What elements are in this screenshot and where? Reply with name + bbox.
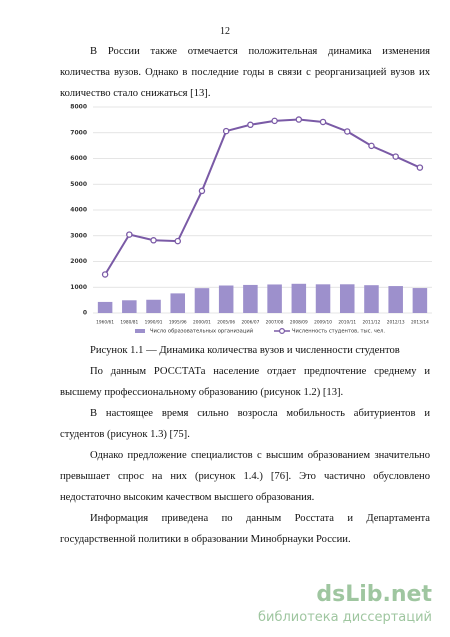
chart: 0 1000 2000 3000 4000 5000 6000 7000 8000 1960/61…: [70, 104, 432, 335]
line-marker: [319, 118, 327, 126]
line-marker: [174, 237, 182, 245]
line-marker: [126, 231, 133, 238]
line-marker: [368, 142, 375, 150]
line-marker: [343, 128, 351, 135]
paragraph: Однако предложение специалистов с высшим…: [60, 450, 430, 503]
x-tick-label: 2006/07: [241, 320, 259, 326]
legend-swatch: [279, 328, 286, 335]
bar: [122, 300, 137, 313]
paragraph: В настоящее время сильно возросла мобиль…: [60, 408, 430, 440]
paragraph: В России также отмечается положительная …: [60, 46, 430, 99]
legend-label: Численность студентов, тыс. чел.: [292, 329, 385, 335]
bar: [315, 284, 331, 313]
line-marker: [295, 116, 303, 123]
bar: [291, 283, 307, 313]
line-marker: [271, 117, 278, 125]
y-tick-label: 1000: [70, 284, 87, 291]
bar: [388, 286, 403, 313]
y-tick-label: 8000: [70, 104, 87, 111]
x-tick-label: 1960/61: [96, 320, 114, 326]
bar: [267, 284, 282, 313]
y-tick-label: 5000: [70, 181, 87, 188]
legend-label: Число образовательных организаций: [150, 328, 253, 335]
y-tick-label: 0: [83, 310, 87, 317]
bar: [243, 284, 258, 313]
line-marker: [392, 153, 399, 160]
x-tick-label: 2005/06: [217, 320, 235, 326]
line-marker: [247, 121, 254, 129]
x-tick-label: 2007/08: [266, 320, 284, 326]
line-marker: [198, 187, 206, 195]
line-marker: [101, 271, 109, 278]
x-tick-label: 1990/91: [145, 320, 163, 326]
line-marker: [416, 164, 424, 171]
x-tick-label: 2009/10: [314, 320, 332, 326]
line: [104, 118, 421, 275]
bar: [97, 301, 113, 313]
x-tick-label: 2013/14: [411, 320, 429, 326]
y-tick-label: 7000: [70, 129, 87, 136]
bar: [364, 285, 379, 313]
paragraph: Информация приведена по данным Росстата …: [60, 513, 430, 545]
figure-caption: Рисунок 1.1 — Динамика количества вузов …: [90, 345, 400, 356]
x-tick-label: 1980/81: [120, 320, 138, 326]
watermark-subtitle: библиотека диссертаций: [258, 610, 432, 625]
y-tick-label: 6000: [70, 155, 87, 162]
line-marker: [222, 127, 230, 135]
bar: [412, 288, 428, 313]
x-tick-label: 2010/11: [338, 320, 356, 326]
bar: [170, 293, 186, 313]
watermark-logo: dsLib.net: [316, 582, 432, 607]
bar: [146, 299, 161, 313]
legend-swatch: [135, 329, 145, 333]
x-tick-label: 1995/96: [169, 320, 187, 326]
bar: [218, 285, 234, 313]
x-tick-label: 2008/09: [290, 320, 308, 326]
y-tick-label: 3000: [70, 232, 87, 239]
y-tick-label: 4000: [70, 207, 87, 214]
x-tick-label: 2012/13: [387, 320, 405, 326]
y-tick-label: 2000: [70, 258, 87, 265]
paragraph: По данным РОССТАТа население отдает пред…: [60, 366, 430, 398]
line-marker: [150, 237, 157, 244]
bar: [339, 284, 355, 313]
page-number: 12: [220, 26, 230, 37]
x-tick-label: 2000/01: [193, 320, 211, 326]
bar: [194, 288, 210, 313]
x-tick-label: 2011/12: [363, 320, 381, 326]
